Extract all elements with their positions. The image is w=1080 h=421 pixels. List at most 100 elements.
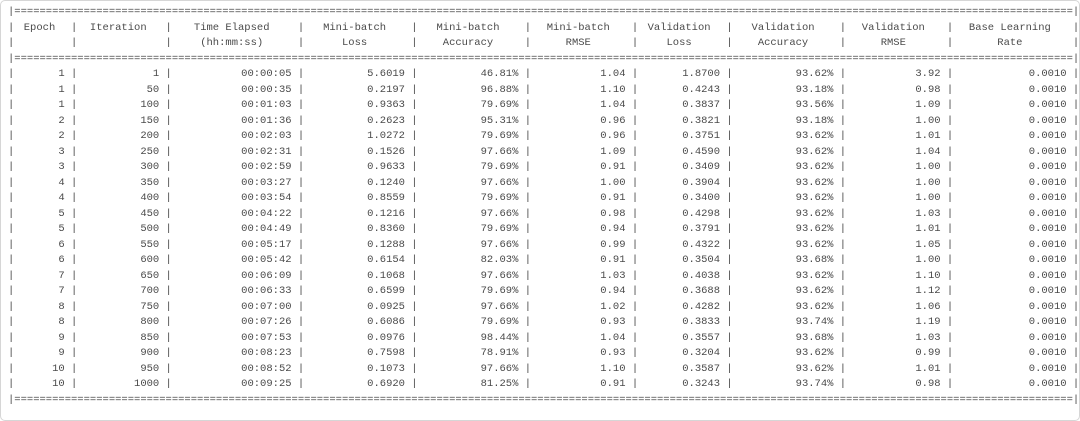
cell-epoch: 7 xyxy=(58,285,65,297)
cell-minibatch-accuracy: 97.66% xyxy=(480,269,519,282)
cell-validation-rmse: 1.04 xyxy=(915,145,941,158)
cell-base-learning-rate: 0.0010 xyxy=(1028,300,1067,313)
cell-time-elapsed: 00:07:00 xyxy=(241,300,292,313)
cell-time-elapsed: 00:00:35 xyxy=(241,83,292,96)
cell-epoch: 3 xyxy=(58,145,65,158)
cell-validation-loss: 0.3204 xyxy=(682,347,721,359)
table-row: | 1 | 100 | 00:01:03 | 0.9363 | 79.69% | 1.04 … xyxy=(8,98,1079,114)
table-row: | 5 | 450 | 00:04:22 | 0.1216 | 97.66% | 0.98 … xyxy=(8,207,1079,223)
table-row: | 4 | 350 | 00:03:27 | 0.1240 | 97.66% | 1.00 … xyxy=(8,176,1079,192)
cell-time-elapsed: 00:02:03 xyxy=(241,130,292,142)
cell-base-learning-rate: 0.0010 xyxy=(1028,68,1067,80)
table-row: | 3 | 250 | 00:02:31 | 0.1526 | 97.66% | 1.09 … xyxy=(8,145,1079,161)
cell-epoch: 4 xyxy=(58,192,65,204)
header-epoch: Epoch xyxy=(23,21,56,34)
cell-validation-accuracy: 93.62% xyxy=(795,347,834,359)
cell-validation-rmse: 1.00 xyxy=(915,254,941,266)
header-iteration: Iteration xyxy=(89,21,147,34)
cell-time-elapsed: 00:06:33 xyxy=(241,285,292,297)
cell-validation-rmse: 0.99 xyxy=(915,347,941,359)
cell-base-learning-rate: 0.0010 xyxy=(1028,285,1067,297)
cell-time-elapsed: 00:02:59 xyxy=(241,161,292,173)
cell-time-elapsed: 00:01:36 xyxy=(241,114,292,127)
cell-base-learning-rate: 0.0010 xyxy=(1028,331,1067,344)
cell-minibatch-rmse: 1.04 xyxy=(600,331,626,344)
cell-iteration: 1 xyxy=(152,68,160,80)
cell-iteration: 950 xyxy=(140,362,160,375)
cell-base-learning-rate: 0.0010 xyxy=(1028,161,1067,173)
cell-minibatch-accuracy: 95.31% xyxy=(480,114,519,127)
cell-base-learning-rate: 0.0010 xyxy=(1028,192,1067,204)
table-row: | 9 | 850 | 00:07:53 | 0.0976 | 98.44% | 1.04 … xyxy=(8,331,1079,347)
cell-minibatch-rmse: 0.98 xyxy=(600,207,626,220)
cell-epoch: 1 xyxy=(58,99,65,111)
header-validation-accuracy: Validation xyxy=(751,21,815,34)
cell-validation-accuracy: 93.62% xyxy=(795,145,834,158)
header-base-learning-rate: Base Learning xyxy=(968,21,1051,34)
cell-validation-accuracy: 93.68% xyxy=(795,331,834,344)
cell-validation-loss: 0.3833 xyxy=(682,316,721,328)
cell-minibatch-loss: 0.1526 xyxy=(367,145,405,158)
cell-minibatch-accuracy: 79.69% xyxy=(480,192,519,204)
cell-validation-loss: 0.3504 xyxy=(682,254,721,266)
table-row: | 1 | 50 | 00:00:35 | 0.2197 | 96.88% | 1.10 |… xyxy=(8,83,1079,99)
table-row: | 5 | 500 | 00:04:49 | 0.8360 | 79.69% | 0.94 … xyxy=(8,222,1079,238)
cell-minibatch-loss: 0.1240 xyxy=(367,176,405,189)
cell-iteration: 800 xyxy=(140,316,160,328)
cell-minibatch-accuracy: 81.25% xyxy=(480,378,519,390)
cell-time-elapsed: 00:04:22 xyxy=(241,207,292,220)
cell-base-learning-rate: 0.0010 xyxy=(1028,83,1067,96)
cell-minibatch-accuracy: 97.66% xyxy=(480,145,519,158)
cell-validation-loss: 1.8700 xyxy=(682,68,721,80)
cell-validation-accuracy: 93.18% xyxy=(795,83,834,96)
cell-minibatch-rmse: 1.04 xyxy=(600,99,626,111)
cell-minibatch-loss: 0.6599 xyxy=(367,285,405,297)
cell-time-elapsed: 00:02:31 xyxy=(241,145,292,158)
cell-base-learning-rate: 0.0010 xyxy=(1028,362,1067,375)
cell-validation-rmse: 1.19 xyxy=(915,316,941,328)
cell-epoch: 1 xyxy=(58,68,65,80)
cell-base-learning-rate: 0.0010 xyxy=(1028,223,1067,235)
cell-epoch: 8 xyxy=(58,300,65,313)
cell-minibatch-loss: 0.8360 xyxy=(367,223,405,235)
cell-minibatch-accuracy: 97.66% xyxy=(480,176,519,189)
cell-minibatch-accuracy: 97.66% xyxy=(480,300,519,313)
header-line-2: | | | (hh:mm:ss) | Loss | Accuracy | RMSE | L… xyxy=(8,36,1079,52)
cell-validation-loss: 0.3837 xyxy=(682,99,721,111)
header-minibatch-loss: Mini-batch xyxy=(323,21,387,34)
cell-validation-accuracy: 93.62% xyxy=(795,192,834,204)
header-validation-loss: Validation xyxy=(647,21,711,34)
table-row: | 6 | 600 | 00:05:42 | 0.6154 | 82.03% | 0.91 … xyxy=(8,253,1079,269)
cell-iteration: 700 xyxy=(140,285,160,297)
cell-base-learning-rate: 0.0010 xyxy=(1028,145,1067,158)
cell-epoch: 9 xyxy=(58,331,65,344)
cell-validation-loss: 0.4038 xyxy=(682,269,721,282)
cell-minibatch-accuracy: 79.69% xyxy=(480,161,519,173)
table-row: | 7 | 700 | 00:06:33 | 0.6599 | 79.69% | 0.94 … xyxy=(8,284,1079,300)
table-row: | 8 | 800 | 00:07:26 | 0.6086 | 79.69% | 0.93 … xyxy=(8,315,1079,331)
cell-iteration: 300 xyxy=(140,161,160,173)
cell-minibatch-accuracy: 82.03% xyxy=(480,254,519,266)
table-row: | 1 | 1 | 00:00:05 | 5.6019 | 46.81% | 1.04 | 1… xyxy=(8,67,1079,83)
cell-minibatch-rmse: 0.91 xyxy=(600,254,626,266)
cell-time-elapsed: 00:05:42 xyxy=(241,254,292,266)
cell-validation-accuracy: 93.62% xyxy=(795,68,834,80)
table-row: | 7 | 650 | 00:06:09 | 0.1068 | 97.66% | 1.03 … xyxy=(8,269,1079,285)
cell-minibatch-rmse: 0.93 xyxy=(600,347,626,359)
cell-validation-accuracy: 93.62% xyxy=(795,207,834,220)
cell-base-learning-rate: 0.0010 xyxy=(1028,316,1067,328)
cell-minibatch-loss: 0.7598 xyxy=(367,347,405,359)
cell-minibatch-loss: 0.0925 xyxy=(367,300,405,313)
cell-iteration: 450 xyxy=(140,207,160,220)
cell-iteration: 250 xyxy=(140,145,160,158)
cell-time-elapsed: 00:00:05 xyxy=(241,68,292,80)
cell-validation-loss: 0.4243 xyxy=(682,83,721,96)
cell-time-elapsed: 00:07:53 xyxy=(241,331,292,344)
cell-minibatch-rmse: 1.02 xyxy=(600,300,626,313)
separator-line: |=======================================… xyxy=(8,6,1080,18)
table-row: | 6 | 550 | 00:05:17 | 0.1288 | 97.66% | 0.99 … xyxy=(8,238,1079,254)
cell-validation-loss: 0.4298 xyxy=(682,207,721,220)
training-progress-table: |=======================================… xyxy=(8,5,1079,408)
cell-iteration: 600 xyxy=(140,254,160,266)
